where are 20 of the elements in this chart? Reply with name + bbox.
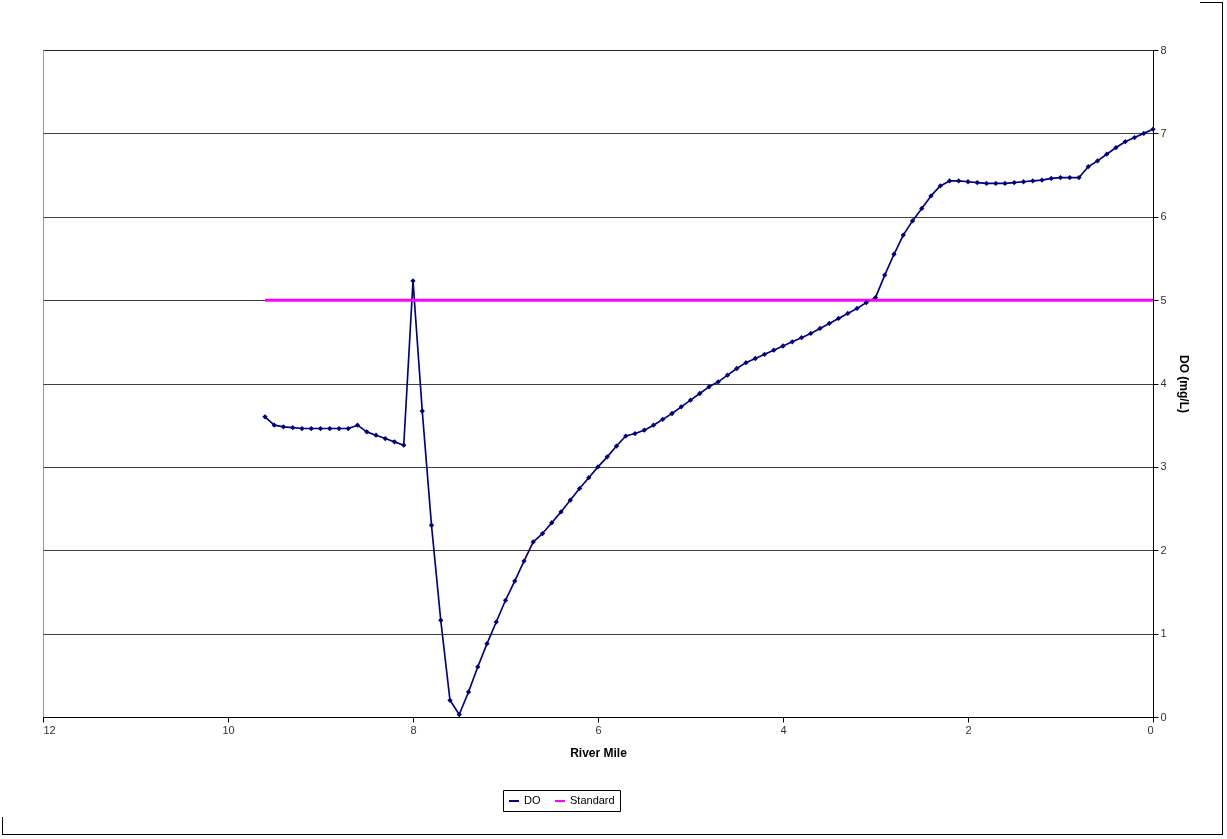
x-tick-label: 0 bbox=[1147, 723, 1154, 736]
legend-label: Standard bbox=[570, 794, 615, 806]
x-tick-label: 12 bbox=[43, 723, 56, 736]
x-tick-label: 8 bbox=[410, 723, 417, 736]
y-tick-label: 2 bbox=[1160, 543, 1167, 556]
y-tick-label: 7 bbox=[1160, 126, 1167, 139]
y-tick-label: 1 bbox=[1160, 627, 1167, 640]
x-tick-label: 2 bbox=[965, 723, 972, 736]
y-tick-label: 5 bbox=[1160, 293, 1167, 306]
x-tick-label: 6 bbox=[595, 723, 602, 736]
x-tick-label: 10 bbox=[222, 723, 235, 736]
x-axis-title: River Mile bbox=[570, 745, 628, 760]
x-tick-label: 4 bbox=[780, 723, 787, 736]
y-axis-title: DO (mg/L) bbox=[1176, 355, 1191, 413]
legend-label: DO bbox=[524, 794, 541, 806]
y-tick-label: 4 bbox=[1160, 377, 1167, 389]
y-tick-label: 8 bbox=[1160, 43, 1167, 56]
y-tick-label: 6 bbox=[1160, 210, 1167, 223]
y-tick-label: 3 bbox=[1160, 460, 1167, 473]
y-tick-label: 0 bbox=[1160, 710, 1167, 723]
